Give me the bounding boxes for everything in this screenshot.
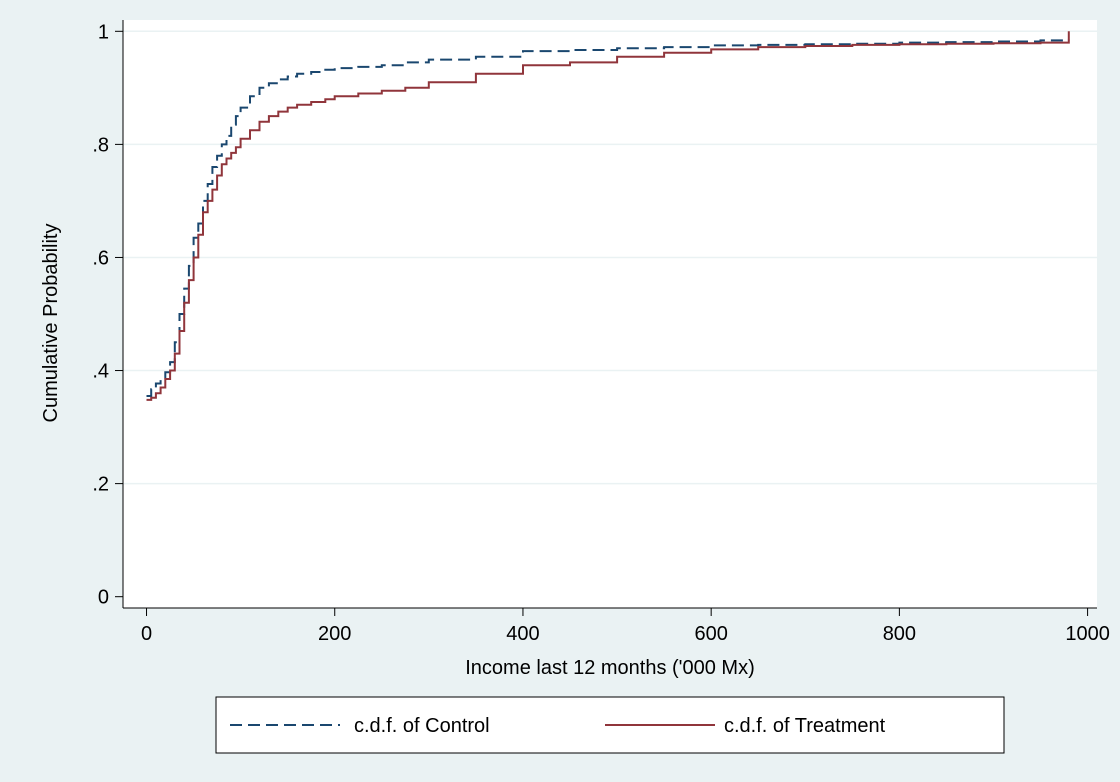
legend: c.d.f. of Control c.d.f. of Treatment bbox=[215, 696, 1005, 754]
y-axis-ticks: 0 .2 .4 .6 .8 1 bbox=[92, 21, 123, 609]
x-tick-label: 0 bbox=[141, 623, 152, 645]
series-layer bbox=[146, 31, 1070, 401]
legend-label-treatment: c.d.f. of Treatment bbox=[724, 715, 886, 737]
y-axis-title: Cumulative Probability bbox=[40, 224, 62, 423]
x-axis-ticks: 0 200 400 600 800 1000 bbox=[141, 608, 1110, 645]
y-tick-label: .4 bbox=[92, 361, 109, 383]
y-tick-label: .6 bbox=[92, 247, 109, 269]
x-tick-label: 400 bbox=[506, 623, 539, 645]
x-tick-label: 200 bbox=[318, 623, 351, 645]
y-tick-label: 1 bbox=[98, 21, 109, 43]
y-tick-label: .8 bbox=[92, 134, 109, 156]
gridlines bbox=[123, 30, 1097, 485]
series-line-control bbox=[146, 39, 1070, 397]
y-tick-label: 0 bbox=[98, 587, 109, 609]
x-tick-label: 600 bbox=[694, 623, 727, 645]
x-tick-label: 1000 bbox=[1065, 623, 1110, 645]
x-axis-title: Income last 12 months ('000 Mx) bbox=[465, 657, 755, 679]
x-tick-label: 800 bbox=[883, 623, 916, 645]
y-tick-label: .2 bbox=[92, 474, 109, 496]
legend-label-control: c.d.f. of Control bbox=[354, 715, 490, 737]
plot-area bbox=[123, 20, 1097, 608]
series-line-treatment bbox=[146, 31, 1070, 401]
